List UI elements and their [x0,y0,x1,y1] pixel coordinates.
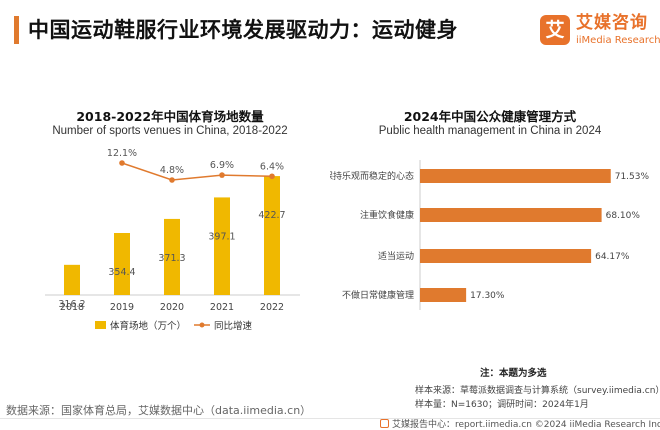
growth-point [269,173,275,180]
header: 中国运动鞋服行业环境发展驱动力：运动健身 艾 艾媒咨询 iiMedia Rese… [0,0,660,62]
venue-bar [164,218,180,295]
health-bar [420,169,611,183]
bar-value-label: 316.2 [58,299,85,310]
growth-value-label: 4.8% [160,165,184,176]
report-icon [380,419,389,428]
growth-value-label: 12.1% [107,148,137,159]
bar-value-label: 64.17% [595,252,630,262]
legend-line-label: 同比增速 [214,320,253,332]
x-tick-label: 2019 [110,302,134,313]
bar-value-label: 17.30% [470,291,505,301]
bar-value-label: 371.3 [158,253,185,264]
venue-bar [114,233,130,295]
logo-cn-text: 艾媒咨询 [576,13,648,33]
bar-value-label: 71.53% [615,172,650,182]
venue-bar [264,176,280,295]
growth-value-label: 6.4% [260,161,284,172]
sample-source-note: 样本来源：草莓派数据调查与计算系统（survey.iimedia.cn） [415,386,660,396]
growth-point [219,172,225,178]
title-accent-bar [14,16,19,44]
logo-en-text: iiMedia Research [576,35,660,46]
report-center-link[interactable]: 艾媒报告中心：report.iimedia.cn ©2024 iiMedia R… [380,417,660,430]
right-chart-subtitle: Public health management in China in 202… [378,125,602,137]
category-label: 注重饮食健康 [360,209,414,221]
page-title: 中国运动鞋服行业环境发展驱动力：运动健身 [28,18,458,42]
venue-bar [64,264,80,295]
health-bar [420,208,602,222]
growth-point [119,160,125,166]
category-label: 不做日常健康管理 [342,289,414,301]
x-tick-label: 2022 [260,302,284,313]
data-source: 数据来源：国家体育总局，艾媒数据中心（data.iimedia.cn） [6,404,312,417]
bar-value-label: 397.1 [208,231,235,242]
venue-bar [214,197,230,295]
category-label: 适当运动 [378,250,414,262]
growth-value-label: 6.9% [210,160,234,171]
x-tick-label: 2018 [60,302,84,313]
category-label: 保持乐观而稳定的心态 [330,170,414,182]
health-management-chart: 保持乐观而稳定的心态 71.53% 注重饮食健康 68.10% 适当运动 64.17% 不做… [330,160,650,310]
legend-bar-swatch [95,321,106,329]
legend-line-marker [199,322,205,328]
legend-bar-label: 体育场地（万个） [110,320,186,332]
multi-select-note: 注：本题为多选 [480,368,547,379]
left-chart-title: 2018-2022年中国体育场地数量 [76,109,264,124]
x-tick-label: 2020 [160,302,184,313]
x-tick-label: 2021 [210,302,234,313]
bar-value-label: 68.10% [606,211,641,221]
footer-divider [0,418,660,419]
bar-value-label: 354.4 [108,267,135,278]
report-center-text: 艾媒报告中心：report.iimedia.cn ©2024 iiMedia R… [392,420,660,430]
right-chart-title: 2024年中国公众健康管理方式 [403,109,577,124]
growth-point [169,177,175,183]
bar-value-label: 422.7 [258,210,285,221]
logo-mark-icon: 艾 [540,15,570,45]
health-bar [420,249,592,263]
growth-line [121,162,273,181]
left-chart-subtitle: Number of sports venues in China, 2018-2… [52,125,288,137]
brand-logo: 艾 艾媒咨询 iiMedia Research [540,12,660,52]
sample-size-note: 样本量：N=1630；调研时间：2024年1月 [415,400,589,410]
health-bar [420,288,467,302]
